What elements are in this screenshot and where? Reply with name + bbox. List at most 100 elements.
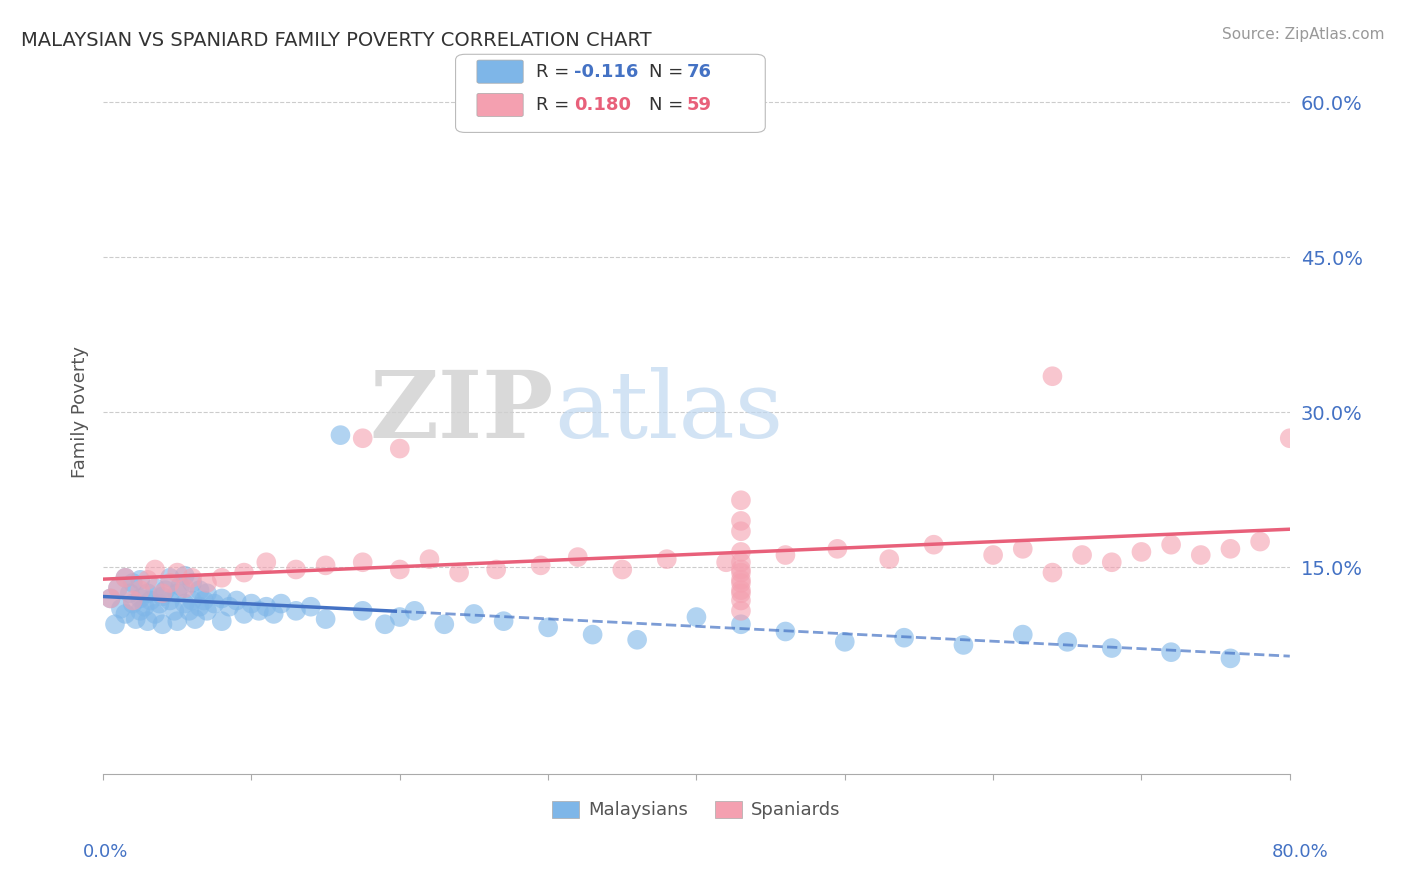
Point xyxy=(107,581,129,595)
Point xyxy=(114,607,136,621)
Point xyxy=(492,614,515,628)
Point xyxy=(240,597,263,611)
Point xyxy=(121,597,143,611)
Point xyxy=(315,612,337,626)
Point xyxy=(1278,431,1301,445)
Point xyxy=(148,597,170,611)
Text: N =: N = xyxy=(650,62,689,80)
Text: ZIP: ZIP xyxy=(370,368,554,458)
Point xyxy=(730,604,752,618)
Point xyxy=(173,568,195,582)
Point xyxy=(193,593,215,607)
Point xyxy=(952,638,974,652)
Point xyxy=(388,610,411,624)
Point xyxy=(143,562,166,576)
FancyBboxPatch shape xyxy=(477,94,523,117)
Point xyxy=(195,586,218,600)
Point xyxy=(299,599,322,614)
Point xyxy=(166,566,188,580)
Point xyxy=(730,593,752,607)
Point xyxy=(211,571,233,585)
Text: 76: 76 xyxy=(688,62,711,80)
Point xyxy=(247,604,270,618)
Point xyxy=(1249,534,1271,549)
Point xyxy=(110,601,132,615)
Point xyxy=(827,541,849,556)
Text: R =: R = xyxy=(536,62,575,80)
Point xyxy=(129,573,152,587)
Point xyxy=(1101,641,1123,656)
Point xyxy=(567,550,589,565)
Point xyxy=(730,566,752,580)
Point xyxy=(152,590,174,604)
Point xyxy=(159,576,181,591)
Point xyxy=(775,624,797,639)
Point xyxy=(254,555,277,569)
Point xyxy=(537,620,560,634)
Point xyxy=(284,604,307,618)
Point xyxy=(388,442,411,456)
Point xyxy=(181,571,204,585)
Point xyxy=(1071,548,1094,562)
Point xyxy=(233,607,256,621)
Point xyxy=(155,583,177,598)
Point xyxy=(179,604,201,618)
Point xyxy=(374,617,396,632)
Text: 0.0%: 0.0% xyxy=(83,843,128,861)
Point xyxy=(100,591,122,606)
Text: 59: 59 xyxy=(688,96,711,114)
Point xyxy=(581,627,603,641)
Point xyxy=(730,583,752,598)
Point xyxy=(655,552,678,566)
Point xyxy=(169,579,191,593)
Point xyxy=(730,617,752,632)
Text: -0.116: -0.116 xyxy=(574,62,638,80)
Point xyxy=(352,431,374,445)
Point xyxy=(195,576,218,591)
Point xyxy=(100,591,122,606)
Point xyxy=(730,562,752,576)
Point xyxy=(730,555,752,569)
Point xyxy=(834,635,856,649)
Point xyxy=(730,576,752,591)
Text: 80.0%: 80.0% xyxy=(1272,843,1329,861)
Point xyxy=(1042,566,1064,580)
Point xyxy=(418,552,440,566)
Point xyxy=(1160,538,1182,552)
Point xyxy=(163,604,186,618)
Point xyxy=(730,573,752,587)
Point xyxy=(730,514,752,528)
Point xyxy=(129,591,152,606)
Point xyxy=(530,558,553,573)
Text: MALAYSIAN VS SPANIARD FAMILY POVERTY CORRELATION CHART: MALAYSIAN VS SPANIARD FAMILY POVERTY COR… xyxy=(21,31,652,50)
Point xyxy=(188,583,211,598)
Point xyxy=(1042,369,1064,384)
Point xyxy=(1219,651,1241,665)
Point xyxy=(195,604,218,618)
Point xyxy=(181,593,204,607)
Point xyxy=(270,597,292,611)
Point xyxy=(121,593,143,607)
Point xyxy=(107,581,129,595)
Point xyxy=(626,632,648,647)
Text: 0.180: 0.180 xyxy=(574,96,631,114)
Point xyxy=(1160,645,1182,659)
Point xyxy=(159,593,181,607)
Point xyxy=(1011,541,1033,556)
Point xyxy=(136,573,159,587)
Point xyxy=(685,610,707,624)
Point xyxy=(118,586,141,600)
FancyBboxPatch shape xyxy=(477,60,523,83)
Point xyxy=(612,562,634,576)
Point xyxy=(981,548,1004,562)
Point xyxy=(1056,635,1078,649)
Point xyxy=(1130,545,1153,559)
Point xyxy=(211,591,233,606)
Point xyxy=(463,607,485,621)
Point xyxy=(218,599,240,614)
Point xyxy=(166,586,188,600)
Point xyxy=(388,562,411,576)
Point xyxy=(352,555,374,569)
Point xyxy=(233,566,256,580)
Point xyxy=(121,576,143,591)
